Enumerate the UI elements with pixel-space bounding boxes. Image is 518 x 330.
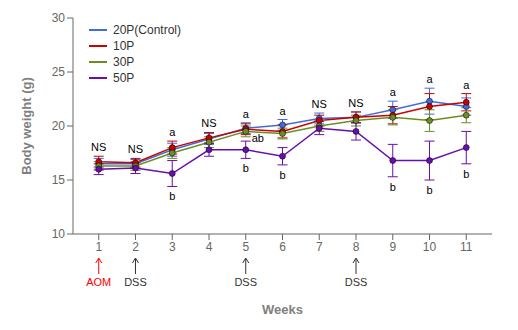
svg-text:DSS: DSS — [345, 276, 368, 288]
svg-text:b: b — [390, 181, 396, 193]
svg-text:a: a — [169, 126, 176, 138]
html-text:50P: 50P — [113, 71, 135, 85]
svg-text:10: 10 — [423, 240, 437, 254]
svg-text:2: 2 — [132, 240, 139, 254]
svg-text:4: 4 — [206, 240, 213, 254]
svg-text:20: 20 — [52, 119, 66, 133]
svg-text:ab: ab — [252, 132, 264, 144]
svg-text:NS: NS — [348, 97, 363, 109]
svg-text:NS: NS — [201, 117, 216, 129]
svg-text:b: b — [169, 190, 175, 202]
svg-text:DSS: DSS — [124, 276, 147, 288]
svg-text:11: 11 — [460, 240, 473, 254]
svg-text:NS: NS — [128, 143, 143, 155]
svg-text:15: 15 — [52, 173, 66, 187]
svg-text:b: b — [279, 169, 285, 181]
svg-text:7: 7 — [316, 240, 323, 254]
svg-text:NS: NS — [312, 98, 327, 110]
svg-text:1: 1 — [95, 240, 102, 254]
svg-text:10: 10 — [52, 227, 66, 241]
svg-text:3: 3 — [169, 240, 176, 254]
svg-text:Body weight (g): Body weight (g) — [19, 77, 34, 175]
svg-text:6: 6 — [279, 240, 286, 254]
svg-text:a: a — [243, 108, 250, 120]
html-text:30P: 30P — [113, 55, 135, 69]
html-text:10P: 10P — [113, 39, 135, 53]
svg-text:b: b — [243, 162, 249, 174]
svg-text:a: a — [279, 105, 286, 117]
svg-text:AOM: AOM — [86, 276, 111, 288]
svg-text:8: 8 — [353, 240, 360, 254]
svg-text:NS: NS — [91, 141, 106, 153]
svg-text:30: 30 — [52, 11, 66, 25]
svg-text:b: b — [426, 184, 432, 196]
svg-text:Weeks: Weeks — [262, 302, 303, 317]
svg-text:a: a — [463, 79, 470, 91]
svg-text:25: 25 — [52, 65, 66, 79]
html-text:20P(Control): 20P(Control) — [113, 23, 181, 37]
svg-text:9: 9 — [389, 240, 396, 254]
svg-text:a: a — [426, 73, 433, 85]
svg-text:a: a — [390, 86, 397, 98]
svg-text:DSS: DSS — [234, 276, 257, 288]
svg-text:b: b — [463, 168, 469, 180]
svg-text:5: 5 — [242, 240, 249, 254]
